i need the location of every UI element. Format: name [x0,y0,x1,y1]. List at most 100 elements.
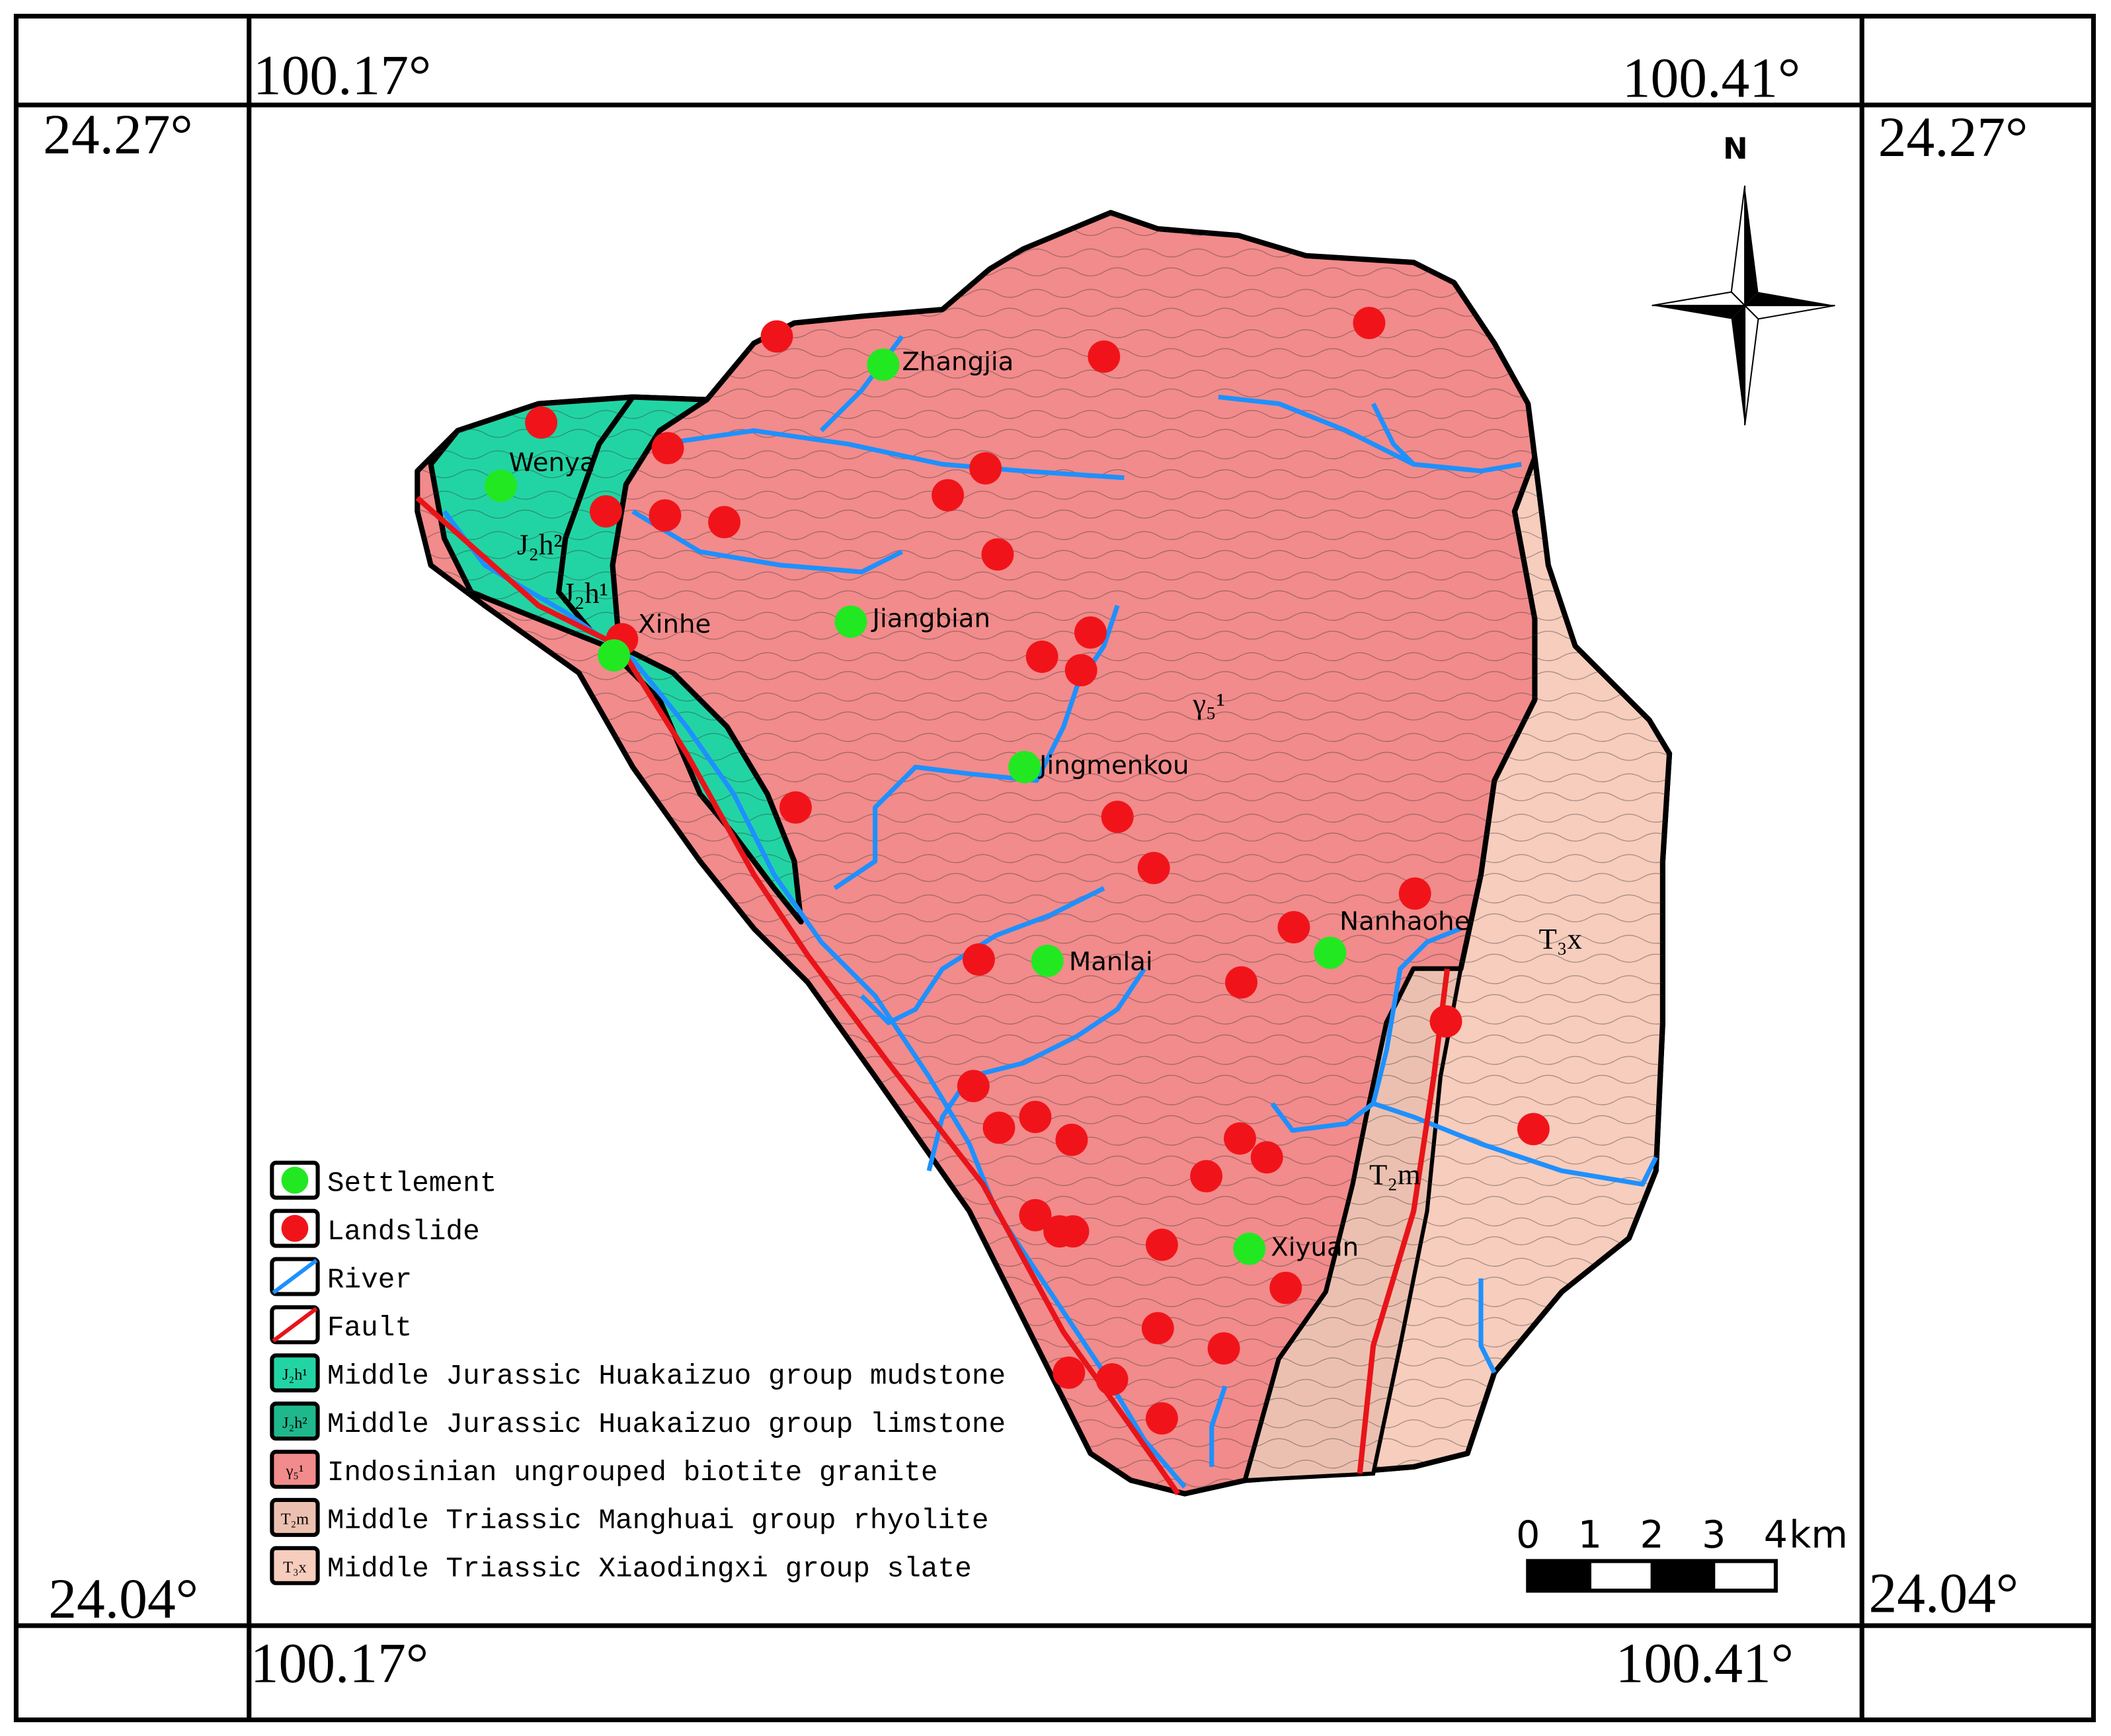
landslide [957,1070,990,1103]
landslide [982,1111,1016,1144]
landslide [525,406,558,439]
settlement-label: Jiangbian [871,604,990,634]
legend-symbol-label: J₂h² [282,1414,307,1432]
landslide [1250,1141,1283,1174]
coord-label: 24.27° [43,104,193,166]
legend-box [270,1353,320,1393]
scale-tick-label: 2 [1640,1513,1663,1557]
legend-label: Middle Triassic Manghuai group rhyolite [327,1505,989,1537]
landslide [1145,1228,1178,1261]
scale-bar: 0 1 2 3 4 km [1516,1513,1848,1593]
coord-label: 24.04° [48,1568,198,1630]
rivers [442,335,1658,1489]
landslide [1190,1160,1223,1193]
coord-label: 24.27° [1878,106,2028,169]
legend-label: Middle Triassic Xiaodingxi group slate [327,1553,972,1585]
landslide [779,791,812,824]
landslide [1429,1005,1462,1038]
settlement [1031,945,1064,977]
settlement [485,469,517,502]
settlement [1233,1232,1266,1265]
coord-label: 100.41° [1622,48,1800,110]
fault [1357,968,1451,1474]
landslide [1207,1332,1240,1365]
river [631,509,903,574]
legend-symbol-label: T₂m [281,1511,309,1528]
fault [415,496,1181,1495]
landslides [525,307,1550,1435]
settlement-label: Xinhe [638,610,711,639]
landslide [932,479,965,512]
settlement-label: Jingmenkou [1038,751,1189,781]
river [926,967,1146,1171]
coord-label: 24.04° [1868,1563,2018,1625]
landslide [1353,307,1386,339]
settlements: Zhangjia Wenya Xinhe Jiangbian Jingmenko… [485,347,1470,1265]
landslide [1224,1122,1256,1155]
settlement-label: Xiyuan [1271,1232,1359,1262]
landslide [1277,911,1310,943]
formation-label: T₂m [1369,1158,1421,1191]
landslide [1101,801,1134,834]
formation-label: T₃x [1539,922,1582,955]
legend-label: Settlement [327,1167,497,1200]
settlement-label: Manlai [1069,947,1153,977]
legend: Settlement Landslide River Fault J₂h¹ Middle … [270,1160,1006,1585]
river [1478,1278,1497,1374]
legend-symbol [281,1166,309,1194]
landslide [708,506,740,539]
legend-label: Middle Jurassic Huakaizuo group mudstone [327,1360,1006,1392]
landslide [1517,1113,1550,1146]
scale-unit: km [1789,1513,1848,1557]
landslide [1225,966,1257,999]
north-label: N [1723,131,1747,166]
landslide [1088,340,1121,373]
settlement-label: Zhangjia [902,347,1014,377]
formation-label: γ₅¹ [1192,687,1225,720]
settlement [598,639,631,672]
landslide [962,943,995,976]
legend-box [270,1497,320,1537]
settlement-label: Nanhaohe [1339,907,1470,937]
landslide [1141,1312,1174,1345]
landslide [1025,640,1058,673]
scale-tick-label: 0 [1516,1513,1540,1557]
legend-box [270,1450,320,1489]
landslide [1019,1199,1052,1232]
legend-label: Middle Jurassic Huakaizuo group limstone [327,1408,1006,1440]
legend-symbol-label: T₃x [283,1558,307,1576]
landslide [1269,1271,1302,1304]
river [1218,394,1522,474]
legend-label: Indosinian ungrouped biotite granite [327,1456,938,1489]
landslide [589,495,622,528]
legend-symbol-label: γ₅¹ [286,1462,304,1480]
landslide [1074,616,1107,649]
landslide [1398,877,1431,910]
landslide [1064,654,1097,687]
legend-label: Fault [327,1312,412,1344]
faults [415,496,1451,1495]
river [859,886,1105,1025]
formation-label: J₂h¹ [563,576,608,610]
legend-label: Landslide [327,1215,480,1247]
river [1209,1385,1228,1467]
coord-label: 100.17° [251,1633,428,1695]
landslide [649,499,682,532]
scale-tick-label: 3 [1702,1513,1726,1557]
landslide [969,452,1002,485]
landslide [1145,1402,1178,1435]
north-arrow: N [1652,131,1835,426]
legend-box [270,1546,320,1585]
settlement-label: Wenya [509,448,596,477]
landslide [651,432,684,465]
landslide [1053,1356,1086,1389]
coord-label: 100.17° [253,45,431,107]
scale-tick-label: 4 [1764,1513,1788,1557]
landslide [1137,851,1170,885]
landslide [1055,1123,1088,1156]
legend-symbol-label: J₂h¹ [282,1366,307,1384]
landslide [1056,1215,1090,1248]
scale-tick-label: 1 [1578,1513,1602,1557]
